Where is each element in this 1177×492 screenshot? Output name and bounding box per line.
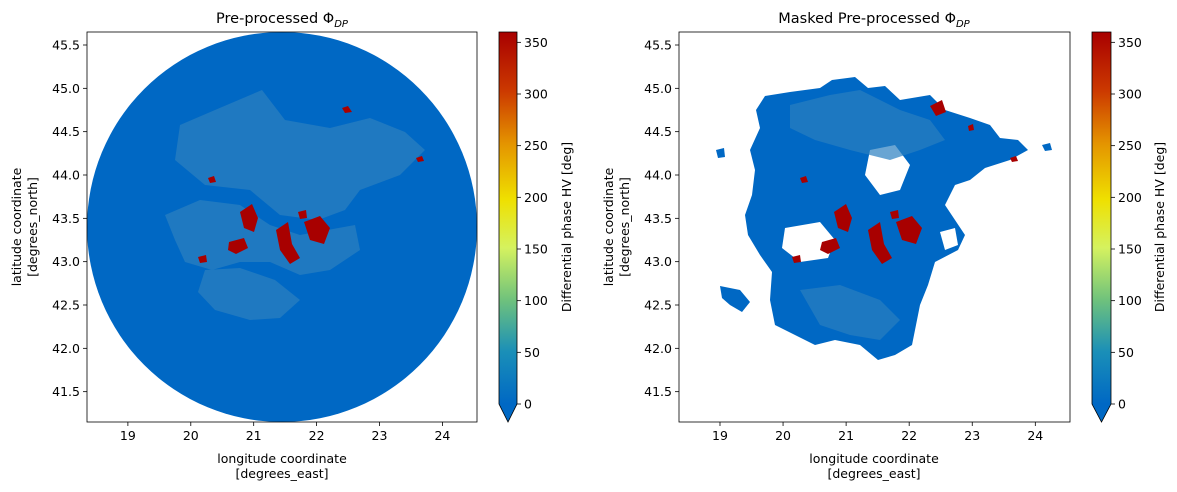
- right-colorbar-tick-label: 350: [1118, 35, 1142, 50]
- left-colorbar: 0 50 100 150 200 250 300 350 Differential phase…: [498, 31, 574, 423]
- right-colorbar-tick-label: 50: [1118, 345, 1134, 360]
- right-y-tick-label: 44.5: [644, 124, 672, 139]
- right-x-tick-label: 21: [838, 428, 854, 443]
- right-plot-area: [678, 31, 1071, 423]
- left-x-tick-label: 22: [309, 428, 325, 443]
- left-y-tick-label: 44.5: [52, 124, 80, 139]
- right-y-tick-label: 42.5: [644, 298, 672, 313]
- right-colorbar-tick-label: 100: [1118, 293, 1142, 308]
- left-light-echo: [165, 90, 425, 320]
- left-y-tick-label: 41.5: [52, 384, 80, 399]
- right-x-tick-label: 22: [901, 428, 917, 443]
- right-y-tick-label: 42.0: [644, 341, 672, 356]
- right-y-tick-label: 43.5: [644, 211, 672, 226]
- right-colorbar-label: Differential phase HV [deg]: [1152, 142, 1167, 312]
- right-xlabel-line2: [degrees_east]: [827, 466, 920, 481]
- right-colorbar-tick-label: 250: [1118, 138, 1142, 153]
- right-colorbar-tick-label: 0: [1118, 397, 1126, 412]
- left-colorbar-tick-label: 150: [524, 242, 548, 257]
- left-colorbar-ticks: 0 50 100 150 200 250 300 350: [517, 35, 548, 412]
- left-x-tick-label: 19: [120, 428, 136, 443]
- right-x-ticks: 19 20 21 22 23 24: [712, 422, 1043, 443]
- left-x-tick-label: 24: [434, 428, 450, 443]
- right-y-tick-label: 44.0: [644, 168, 672, 183]
- right-colorbar: 0 50 100 150 200 250 300 350 Differential phase…: [1091, 31, 1167, 423]
- left-ylabel-line1: latitude coordinate: [9, 167, 24, 286]
- right-colorbar-tick-label: 300: [1118, 87, 1142, 102]
- left-x-tick-label: 20: [183, 428, 199, 443]
- right-y-tick-label: 45.0: [644, 81, 672, 96]
- left-y-tick-label: 45.0: [52, 81, 80, 96]
- left-y-tick-label: 45.5: [52, 38, 80, 53]
- left-x-tick-label: 21: [246, 428, 262, 443]
- left-y-tick-label: 42.5: [52, 298, 80, 313]
- left-xlabel-line2: [degrees_east]: [235, 466, 328, 481]
- right-masked-gaps: [782, 145, 958, 262]
- left-title: Pre-processed ΦDP: [216, 11, 349, 30]
- left-x-tick-label: 23: [372, 428, 388, 443]
- left-colorbar-label: Differential phase HV [deg]: [559, 142, 574, 312]
- right-x-tick-label: 24: [1027, 428, 1043, 443]
- right-panel: Masked Pre-processed ΦDP: [601, 11, 1167, 481]
- right-colorbar-tick-label: 200: [1118, 190, 1142, 205]
- left-ylabel-line2: [degrees_north]: [25, 177, 40, 277]
- left-plot-area: [86, 31, 478, 423]
- right-x-tick-label: 19: [712, 428, 728, 443]
- left-x-ticks: 19 20 21 22 23 24: [120, 422, 450, 443]
- right-y-tick-label: 45.5: [644, 38, 672, 53]
- right-y-tick-label: 41.5: [644, 384, 672, 399]
- left-colorbar-tick-label: 350: [524, 35, 548, 50]
- left-y-tick-label: 44.0: [52, 168, 80, 183]
- left-xlabel-line1: longitude coordinate: [217, 451, 347, 466]
- left-y-tick-label: 43.0: [52, 254, 80, 269]
- right-y-tick-label: 43.0: [644, 254, 672, 269]
- left-y-ticks: 41.5 42.0 42.5 43.0 43.5 44.0 44.5 45.0 45.5: [52, 38, 87, 399]
- right-x-tick-label: 20: [775, 428, 791, 443]
- left-colorbar-tick-label: 300: [524, 87, 548, 102]
- right-colorbar-tick-label: 150: [1118, 242, 1142, 257]
- left-y-tick-label: 43.5: [52, 211, 80, 226]
- left-panel: Pre-processed ΦDP 19 20 21 22 2: [9, 11, 574, 481]
- left-colorbar-tick-label: 0: [524, 397, 532, 412]
- right-y-ticks: 41.5 42.0 42.5 43.0 43.5 44.0 44.5 45.0 45.5: [644, 38, 679, 399]
- right-colorbar-ticks: 0 50 100 150 200 250 300 350: [1111, 35, 1142, 412]
- left-colorbar-tick-label: 200: [524, 190, 548, 205]
- right-high-echo: [792, 100, 1018, 264]
- right-x-tick-label: 23: [964, 428, 980, 443]
- left-y-tick-label: 42.0: [52, 341, 80, 356]
- right-ylabel-line1: latitude coordinate: [601, 167, 616, 286]
- right-ylabel-line2: [degrees_north]: [617, 177, 632, 277]
- left-high-echo: [198, 106, 424, 264]
- right-xlabel-line1: longitude coordinate: [809, 451, 939, 466]
- left-colorbar-tick-label: 50: [524, 345, 540, 360]
- left-colorbar-tick-label: 250: [524, 138, 548, 153]
- left-colorbar-tick-label: 100: [524, 293, 548, 308]
- right-title: Masked Pre-processed ΦDP: [778, 11, 970, 30]
- right-light-echo: [790, 90, 945, 340]
